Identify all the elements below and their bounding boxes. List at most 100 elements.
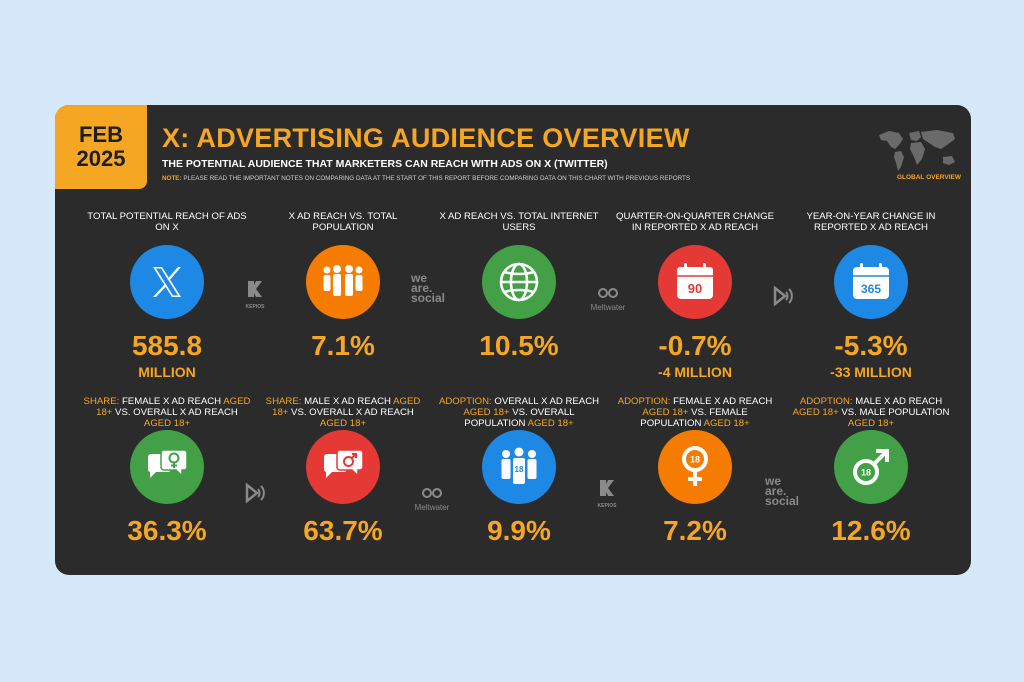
- label-prefix: ADOPTION:: [617, 396, 671, 407]
- stat-value: 7.2%: [663, 515, 727, 546]
- age-badge-text: 18: [861, 468, 871, 478]
- stat-adoption-female: ADOPTION: FEMALE X AD REACH AGED 18+ vs.…: [611, 396, 779, 547]
- label-highlight: AGED 18+: [463, 407, 510, 418]
- label-text: vs. MALE POPULATION: [838, 407, 950, 418]
- stat-value: 7.1%: [311, 330, 375, 361]
- stat-label: YEAR-ON-YEAR CHANGE IN REPORTED X AD REA…: [806, 211, 936, 233]
- we-are-social-logo-2: we are. social: [765, 474, 800, 508]
- people-icon: [306, 245, 380, 319]
- was-line-2: are.: [765, 484, 787, 498]
- stat-subvalue: -4 MILLION: [658, 364, 732, 380]
- label-text: vs. OVERALL X AD REACH: [288, 407, 414, 418]
- adults-18-icon: 18: [482, 430, 556, 504]
- label-prefix: ADOPTION:: [438, 396, 492, 407]
- label-text: MALE X AD REACH: [852, 396, 943, 407]
- badge-year: 2025: [76, 146, 126, 171]
- stat-yoy-change: YEAR-ON-YEAR CHANGE IN REPORTED X AD REA…: [787, 211, 955, 382]
- age-badge-text: 18: [690, 455, 700, 465]
- stat-label: QUARTER-ON-QUARTER CHANGE IN REPORTED X …: [616, 211, 774, 233]
- stat-share-male: SHARE: MALE X AD REACH AGED 18+ vs. OVER…: [259, 396, 427, 547]
- meltwater-icon: [422, 488, 442, 498]
- note-text: PLEASE READ THE IMPORTANT NOTES ON COMPA…: [183, 175, 691, 182]
- was-line-3: social: [765, 494, 800, 508]
- calendar-90-icon: 90: [658, 245, 732, 319]
- kepios-label: KEPIOS: [597, 503, 617, 509]
- meltwater-logo: Meltwater: [580, 285, 636, 312]
- we-are-social-logo: we are. social: [411, 271, 446, 305]
- meltwater-logo-2: Meltwater: [404, 485, 460, 512]
- badge-month: FEB: [79, 122, 123, 147]
- stat-label: X AD REACH vs. TOTAL INTERNET USERS: [439, 211, 599, 233]
- stat-label: ADOPTION: MALE X AD REACH AGED 18+ vs. M…: [787, 396, 955, 430]
- label-text: MALE X AD REACH: [301, 396, 394, 407]
- label-highlight: AGED 18+: [272, 396, 421, 418]
- label-text: OVERALL X AD REACH: [491, 396, 600, 407]
- kepios-icon: [600, 480, 614, 496]
- female-18-icon: 18: [658, 430, 732, 504]
- stat-value: 585.8: [131, 330, 203, 361]
- kepios-label: KEPIOS: [245, 304, 265, 310]
- page-subtitle: THE POTENTIAL AUDIENCE THAT MARKETERS CA…: [162, 158, 608, 170]
- kepios-icon: [248, 281, 262, 297]
- stat-label: SHARE: MALE X AD REACH AGED 18+ vs. OVER…: [259, 396, 427, 430]
- label-highlight: AGED 18+: [792, 407, 839, 418]
- calendar-365-icon: 365: [834, 245, 908, 319]
- stat-value: 10.5%: [479, 330, 559, 361]
- note-label: NOTE:: [162, 175, 182, 182]
- globe-icon: [482, 245, 556, 319]
- stat-label: SHARE: FEMALE X AD REACH AGED 18+ vs. OV…: [83, 396, 251, 430]
- label-highlight: AGED 18+: [847, 418, 895, 429]
- label-highlight: AGED 18+: [96, 396, 251, 418]
- label-prefix: SHARE:: [265, 396, 302, 407]
- report-note: NOTE: PLEASE READ THE IMPORTANT NOTES ON…: [162, 175, 690, 182]
- stat-reach-vs-internet: X AD REACH vs. TOTAL INTERNET USERS 10.5…: [435, 211, 603, 362]
- stat-subvalue: -33 MILLION: [830, 364, 912, 380]
- label-text: vs. OVERALL X AD REACH: [112, 407, 238, 418]
- female-chat-icon: [130, 430, 204, 504]
- stat-value: 12.6%: [831, 515, 911, 546]
- age-badge-text: 18: [515, 465, 524, 474]
- was-line-2: are.: [411, 281, 433, 295]
- stat-label: TOTAL POTENTIAL REACH OF ADS ON X: [87, 211, 247, 233]
- label-highlight: AGED 18+: [319, 418, 367, 429]
- male-18-icon: 18: [834, 430, 908, 504]
- stat-label: ADOPTION: OVERALL X AD REACH AGED 18+ vs…: [435, 396, 603, 430]
- x-logo-icon: [130, 245, 204, 319]
- report-card: FEB 2025 X: ADVERTISING AUDIENCE OVERVIE…: [55, 105, 971, 575]
- stat-adoption-overall: ADOPTION: OVERALL X AD REACH AGED 18+ vs…: [435, 396, 603, 547]
- was-line-3: social: [411, 291, 446, 305]
- was-line-1: we: [765, 474, 782, 488]
- page-title: X: ADVERTISING AUDIENCE OVERVIEW: [162, 123, 690, 153]
- stat-value: 63.7%: [303, 515, 383, 546]
- label-highlight: AGED 18+: [642, 407, 689, 418]
- label-highlight: AGED 18+: [143, 418, 191, 429]
- was-line-1: we: [411, 271, 428, 285]
- label-text: FEMALE X AD REACH: [119, 396, 224, 407]
- kepios-logo: KEPIOS: [240, 279, 270, 310]
- datareportal-logo-2: [245, 482, 269, 508]
- stat-value: -5.3%: [834, 330, 908, 361]
- stat-value: 36.3%: [127, 515, 207, 546]
- label-text: vs. FEMALE POPULATION: [640, 407, 748, 429]
- global-overview-label: GLOBAL OVERVIEW: [896, 174, 961, 181]
- meltwater-label: Meltwater: [590, 303, 626, 312]
- meltwater-label: Meltwater: [414, 503, 450, 512]
- stat-qoq-change: QUARTER-ON-QUARTER CHANGE IN REPORTED X …: [611, 211, 779, 382]
- stat-share-female: SHARE: FEMALE X AD REACH AGED 18+ vs. OV…: [83, 396, 251, 547]
- datareportal-logo: [773, 285, 797, 311]
- male-chat-icon: [306, 430, 380, 504]
- stat-value: -0.7%: [658, 330, 732, 361]
- stat-label: ADOPTION: FEMALE X AD REACH AGED 18+ vs.…: [611, 396, 779, 430]
- datareportal-icon: [245, 482, 265, 504]
- calendar-badge-text: 365: [861, 282, 881, 296]
- datareportal-icon: [773, 285, 793, 307]
- label-highlight: AGED 18+: [527, 418, 574, 429]
- kepios-logo-2: KEPIOS: [592, 478, 622, 509]
- label-text: vs. OVERALL POPULATION: [464, 407, 575, 429]
- meltwater-icon: [598, 288, 618, 298]
- stat-adoption-male: ADOPTION: MALE X AD REACH AGED 18+ vs. M…: [787, 396, 955, 547]
- stat-value: 9.9%: [487, 515, 551, 546]
- label-highlight: AGED 18+: [703, 418, 750, 429]
- label-text: FEMALE X AD REACH: [670, 396, 773, 407]
- stat-subvalue: MILLION: [138, 364, 196, 380]
